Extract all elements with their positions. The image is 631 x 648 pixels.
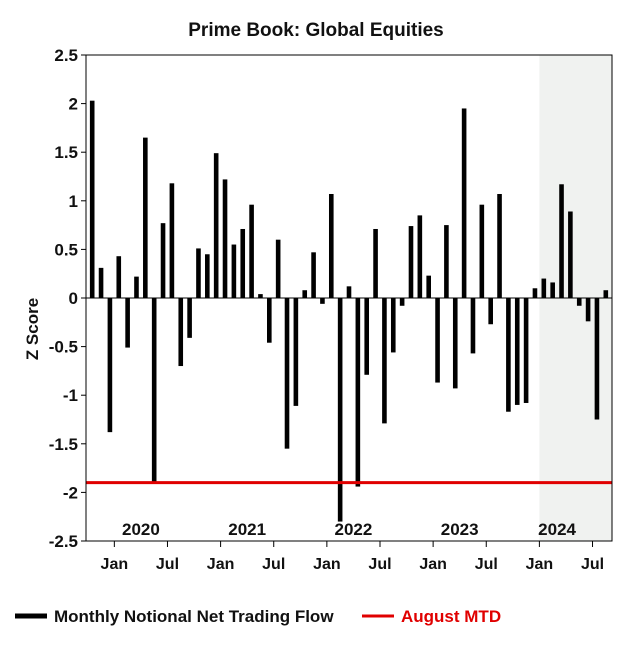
bar: [249, 204, 254, 298]
bar: [399, 298, 405, 306]
x-tick-label: Jul: [156, 556, 179, 573]
y-tick-label: 0: [69, 289, 78, 308]
legend-bar-label: Monthly Notional Net Trading Flow: [54, 607, 334, 626]
bar: [417, 215, 423, 298]
y-tick-label: 1.5: [54, 143, 78, 162]
bar-series: [89, 100, 609, 522]
y-tick-label: -1: [63, 386, 78, 405]
bar: [461, 108, 467, 299]
year-label: 2024: [538, 520, 576, 539]
bar: [382, 298, 387, 424]
y-axis-ticks: 2.5 2 1.5 1 0.5 0 -0.5 -1 -1.5 -2 -2.5: [49, 46, 86, 551]
y-tick-label: -1.5: [49, 435, 78, 454]
bar: [488, 298, 493, 325]
bar: [568, 211, 573, 298]
bar: [320, 298, 325, 304]
y-tick-label: -2.5: [49, 532, 78, 551]
bar: [594, 298, 600, 420]
bar: [231, 244, 237, 298]
bar: [364, 298, 370, 375]
bar: [408, 226, 414, 298]
year-labels: 2020 2021 2022 2023 2024: [122, 520, 577, 539]
bar: [196, 248, 201, 298]
bar: [302, 290, 308, 298]
bar: [107, 298, 113, 433]
y-tick-label: -0.5: [49, 338, 78, 357]
legend-line-label: August MTD: [401, 607, 501, 626]
bar: [452, 298, 458, 389]
year-label: 2022: [335, 520, 373, 539]
bar: [293, 298, 299, 406]
bar: [337, 298, 343, 522]
chart-title: Prime Book: Global Equities: [188, 20, 444, 41]
year-label: 2020: [122, 520, 160, 539]
x-tick-label: Jan: [526, 556, 554, 573]
bar: [373, 228, 378, 298]
bar: [479, 204, 485, 298]
bar: [550, 282, 555, 298]
bar: [541, 278, 547, 298]
x-tick-label: Jul: [475, 556, 498, 573]
y-tick-label: 0.5: [54, 240, 78, 259]
bar: [160, 223, 166, 298]
x-tick-label: Jul: [262, 556, 285, 573]
bar: [523, 298, 529, 403]
bar: [275, 239, 281, 298]
bar: [576, 298, 582, 306]
y-axis-label: Z Score: [23, 298, 42, 360]
bar: [426, 275, 431, 298]
bar: [506, 298, 511, 412]
y-tick-label: -2: [63, 483, 78, 502]
bar: [116, 256, 122, 298]
bar: [346, 286, 352, 298]
x-axis-ticks: Jan Jul Jan Jul Jan Jul Jan Jul Jan Jul: [101, 541, 604, 573]
year-label: 2021: [228, 520, 266, 539]
bar: [213, 153, 219, 298]
bar: [222, 179, 228, 298]
bar: [497, 193, 502, 298]
bar: [143, 137, 148, 298]
bar: [98, 267, 104, 298]
x-tick-label: Jan: [313, 556, 341, 573]
bar: [514, 298, 520, 405]
x-tick-label: Jan: [419, 556, 447, 573]
bar: [328, 193, 334, 298]
bar: [532, 288, 538, 298]
bar: [89, 100, 95, 299]
x-tick-label: Jul: [368, 556, 391, 573]
year-label: 2023: [441, 520, 479, 539]
bar: [355, 298, 361, 487]
bar: [603, 290, 609, 298]
bar: [284, 298, 290, 449]
bar: [151, 298, 157, 483]
x-tick-label: Jan: [207, 556, 235, 573]
y-tick-label: 1: [69, 192, 78, 211]
x-tick-label: Jan: [101, 556, 129, 573]
bar: [311, 252, 316, 298]
bar: [470, 298, 476, 354]
bar: [125, 298, 130, 348]
bar: [585, 298, 591, 322]
plot-frame: [85, 54, 613, 542]
bar: [187, 298, 192, 338]
bar: [178, 298, 184, 367]
bar: [435, 298, 440, 383]
bar: [559, 184, 564, 298]
y-tick-label: 2: [69, 95, 78, 114]
legend: Monthly Notional Net Trading Flow August…: [15, 607, 501, 626]
bar: [240, 228, 246, 298]
bar: [390, 298, 396, 353]
y-tick-label: 2.5: [54, 46, 78, 65]
x-tick-label: Jul: [581, 556, 604, 573]
bar: [444, 225, 449, 298]
bar: [258, 294, 263, 298]
bar: [134, 276, 139, 298]
bar: [169, 183, 175, 298]
bar: [267, 298, 272, 343]
bar: [205, 254, 210, 298]
